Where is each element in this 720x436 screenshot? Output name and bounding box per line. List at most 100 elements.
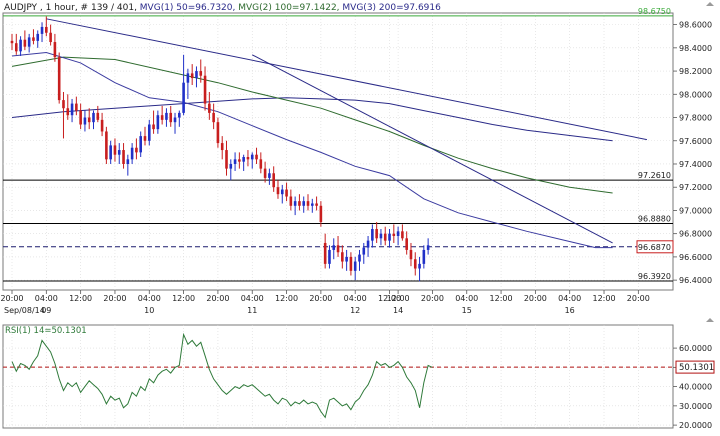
candle-body bbox=[14, 43, 18, 52]
candle-body bbox=[96, 112, 100, 120]
price-tick-label: 97.2000 bbox=[679, 183, 712, 192]
candle-body bbox=[143, 136, 147, 141]
rsi-series-line bbox=[11, 332, 433, 419]
candle-body bbox=[388, 233, 391, 241]
candle-body bbox=[53, 42, 57, 58]
time-tick-label: 04:00 bbox=[558, 294, 581, 303]
candle-body bbox=[349, 256, 353, 271]
trendline bbox=[252, 54, 613, 244]
candle-body bbox=[152, 124, 155, 130]
candle-body bbox=[178, 112, 181, 118]
candle-body bbox=[233, 159, 237, 164]
mvg2-line bbox=[11, 56, 613, 194]
candle-body bbox=[272, 173, 275, 188]
candle-body bbox=[135, 147, 138, 153]
candle-body bbox=[259, 159, 263, 169]
candle-body bbox=[139, 136, 142, 153]
candle-body bbox=[328, 249, 331, 264]
time-tick-label: 12:00 bbox=[490, 294, 513, 303]
candle-body bbox=[401, 231, 404, 239]
mvg3-line bbox=[11, 97, 613, 142]
candle-body bbox=[36, 33, 40, 41]
candle-body bbox=[62, 100, 65, 109]
price-axis: 98.6000 98.4000 98.2000 98.0000 97.8000 97.60… bbox=[673, 21, 712, 285]
price-panel-collapse-icon[interactable] bbox=[706, 2, 714, 6]
price-tick-label: 98.0000 bbox=[679, 90, 712, 99]
date-label: 16 bbox=[565, 306, 575, 315]
date-label: 12 bbox=[350, 306, 360, 315]
candle-body bbox=[263, 168, 267, 178]
candle-body bbox=[190, 73, 194, 79]
candle-body bbox=[358, 254, 361, 262]
rsi-label: RSI(1) 14=50.1301 bbox=[5, 326, 87, 336]
candle-body bbox=[276, 187, 280, 195]
candle-body bbox=[332, 245, 336, 250]
price-level-label: 96.6870 bbox=[638, 243, 671, 252]
candle-body bbox=[122, 150, 125, 164]
candle-body bbox=[212, 112, 215, 123]
price-tick-label: 98.2000 bbox=[679, 67, 712, 76]
time-tick-label: 20:00 bbox=[0, 294, 23, 303]
time-tick-label: 12:00 bbox=[378, 294, 401, 303]
date-label: 11 bbox=[247, 306, 257, 315]
candle-body bbox=[156, 115, 160, 130]
time-tick-label: 12:00 bbox=[592, 294, 615, 303]
symbol-info: AUDJPY , 1 hour, # 139 / 401, bbox=[4, 3, 140, 13]
candle-body bbox=[250, 154, 254, 160]
candle-body bbox=[23, 39, 27, 47]
candle-body bbox=[375, 229, 378, 239]
candle-body bbox=[169, 112, 173, 123]
candle-body bbox=[405, 238, 408, 250]
candle-body bbox=[117, 150, 121, 155]
mvg1-line bbox=[11, 51, 613, 249]
price-tick-label: 96.8000 bbox=[679, 230, 712, 239]
candle-body bbox=[92, 112, 95, 123]
candle-body bbox=[422, 249, 426, 264]
price-tick-label: 96.6000 bbox=[679, 253, 712, 262]
candle-body bbox=[311, 203, 314, 206]
candle-body bbox=[413, 259, 417, 269]
time-tick-label: 12:00 bbox=[172, 294, 195, 303]
time-tick-label: 12:00 bbox=[387, 294, 410, 303]
mvg2-label: MVG(2) 100=97.1422, bbox=[238, 3, 342, 13]
candle-body bbox=[418, 263, 421, 269]
candle-body bbox=[57, 57, 61, 101]
candle-body bbox=[302, 201, 306, 206]
price-tick-label: 98.6000 bbox=[679, 21, 712, 30]
time-tick-label: 04:00 bbox=[344, 294, 367, 303]
price-tick-label: 97.4000 bbox=[679, 160, 712, 169]
candle-body bbox=[229, 163, 233, 169]
candle-body bbox=[216, 122, 220, 144]
candle-body bbox=[83, 117, 87, 125]
price-tick-label: 97.6000 bbox=[679, 137, 712, 146]
trendline bbox=[46, 18, 648, 141]
candle-body bbox=[341, 252, 344, 262]
candle-body bbox=[203, 75, 207, 104]
candle-body bbox=[289, 196, 293, 206]
candle-body bbox=[238, 159, 241, 162]
time-tick-label: 20:00 bbox=[421, 294, 444, 303]
candle-body bbox=[293, 201, 297, 206]
time-tick-label: 12:00 bbox=[275, 294, 298, 303]
time-tick-label: 04:00 bbox=[138, 294, 161, 303]
price-level-label: 96.3920 bbox=[638, 272, 671, 281]
time-tick-label: 12:00 bbox=[69, 294, 92, 303]
candle-body bbox=[315, 203, 318, 206]
candle-body bbox=[100, 119, 104, 132]
trendlines bbox=[46, 18, 648, 244]
candle-body bbox=[319, 205, 323, 223]
mvg3-label: MVG(3) 200=97.6916 bbox=[342, 3, 441, 13]
candle-body bbox=[298, 201, 301, 206]
rsi-current-badge: 50.1301 bbox=[675, 360, 715, 374]
rsi-panel-collapse-icon[interactable] bbox=[706, 318, 714, 322]
candle-body bbox=[353, 261, 357, 271]
price-tick-label: 97.0000 bbox=[679, 206, 712, 215]
candle-body bbox=[109, 145, 112, 160]
candle-body bbox=[113, 145, 117, 155]
candle-body bbox=[396, 231, 400, 236]
time-tick-label: 04:00 bbox=[35, 294, 58, 303]
date-label: 14 bbox=[393, 306, 403, 315]
rsi-grid bbox=[3, 325, 673, 428]
candle-body bbox=[165, 112, 168, 120]
candle-body bbox=[220, 143, 224, 151]
